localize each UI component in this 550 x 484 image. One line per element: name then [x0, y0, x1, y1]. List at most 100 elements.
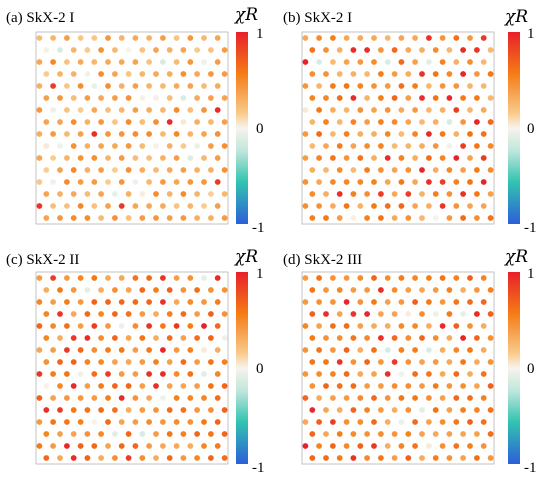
lattice-point — [384, 443, 391, 449]
lattice-point — [453, 179, 460, 185]
lattice-point — [64, 83, 70, 89]
colorbar-tick-top-c: 1 — [256, 266, 264, 282]
lattice-point — [453, 323, 460, 329]
lattice-point — [187, 203, 194, 209]
lattice-point — [139, 383, 146, 389]
lattice-point — [474, 143, 480, 149]
lattice-point — [487, 311, 494, 317]
lattice-point — [384, 131, 391, 137]
lattice-point — [98, 71, 104, 77]
lattice-point — [316, 443, 322, 449]
lattice-point — [91, 155, 98, 161]
lattice-point — [125, 191, 132, 197]
lattice-point — [70, 311, 77, 317]
lattice-point — [187, 395, 194, 401]
lattice-point — [487, 71, 494, 77]
lattice-point — [302, 419, 309, 425]
lattice-point — [70, 359, 77, 365]
lattice-point — [173, 35, 180, 41]
lattice-point — [439, 419, 446, 425]
lattice-point — [173, 419, 180, 425]
lattice-point — [214, 299, 221, 305]
lattice-point — [419, 191, 425, 197]
lattice-point — [43, 455, 50, 461]
lattice-point — [98, 191, 104, 197]
lattice-point — [194, 71, 201, 77]
lattice-point — [105, 299, 111, 305]
lattice-point — [91, 179, 98, 185]
lattice-point — [70, 71, 77, 77]
lattice-point — [398, 131, 405, 137]
lattice-point — [364, 47, 370, 53]
lattice-point — [336, 143, 343, 149]
lattice-point — [112, 383, 118, 389]
lattice-point — [160, 419, 166, 425]
lattice-point — [166, 167, 173, 173]
lattice-point — [405, 287, 412, 293]
lattice-point — [302, 275, 309, 281]
lattice-point — [487, 167, 494, 173]
lattice-point — [64, 419, 70, 425]
lattice-point — [439, 371, 446, 377]
lattice-point — [36, 347, 43, 353]
lattice-point — [336, 71, 343, 77]
lattice-point — [419, 143, 425, 149]
lattice-point — [446, 287, 453, 293]
lattice-point — [132, 131, 139, 137]
lattice-point — [432, 287, 439, 293]
lattice-point — [378, 383, 384, 389]
lattice-point — [487, 287, 494, 293]
lattice-point — [194, 431, 201, 437]
lattice-point — [118, 107, 125, 113]
lattice-point — [350, 311, 357, 317]
lattice-point — [180, 455, 187, 461]
lattice-point — [419, 95, 425, 101]
lattice-point — [50, 107, 56, 113]
lattice-point — [98, 455, 104, 461]
lattice-point — [391, 407, 398, 413]
lattice-point — [453, 275, 460, 281]
lattice-point — [201, 203, 207, 209]
lattice-point — [474, 383, 480, 389]
lattice-point — [57, 311, 63, 317]
lattice-point — [146, 395, 153, 401]
lattice-point — [214, 59, 221, 65]
lattice-point — [336, 335, 343, 341]
lattice-point — [316, 275, 322, 281]
lattice-point — [160, 35, 166, 41]
lattice-point — [453, 155, 460, 161]
lattice-point — [201, 59, 207, 65]
lattice-point — [343, 83, 350, 89]
lattice-point — [112, 167, 118, 173]
lattice-point — [405, 47, 412, 53]
lattice-point — [364, 167, 370, 173]
lattice-point — [64, 59, 70, 65]
lattice-point — [77, 371, 84, 377]
lattice-point — [302, 155, 309, 161]
lattice-point — [467, 131, 473, 137]
lattice-point — [70, 95, 77, 101]
lattice-point — [125, 119, 132, 125]
lattice-point — [412, 203, 418, 209]
lattice-point — [467, 155, 473, 161]
lattice-point — [36, 179, 43, 185]
lattice-point — [391, 191, 398, 197]
lattice-point — [432, 311, 439, 317]
plot-frame-a — [35, 31, 229, 225]
lattice-point — [118, 131, 125, 137]
lattice-point — [378, 143, 384, 149]
lattice-point — [412, 371, 418, 377]
lattice-point — [50, 59, 56, 65]
lattice-point — [336, 191, 343, 197]
lattice-point — [214, 275, 221, 281]
lattice-point — [439, 59, 446, 65]
lattice-point — [426, 179, 432, 185]
lattice-point — [64, 107, 70, 113]
lattice-point — [405, 143, 412, 149]
lattice-point — [330, 59, 336, 65]
lattice-point — [112, 191, 118, 197]
lattice-point — [302, 299, 309, 305]
lattice-point — [474, 191, 480, 197]
lattice-point — [384, 179, 391, 185]
lattice-point — [112, 71, 118, 77]
